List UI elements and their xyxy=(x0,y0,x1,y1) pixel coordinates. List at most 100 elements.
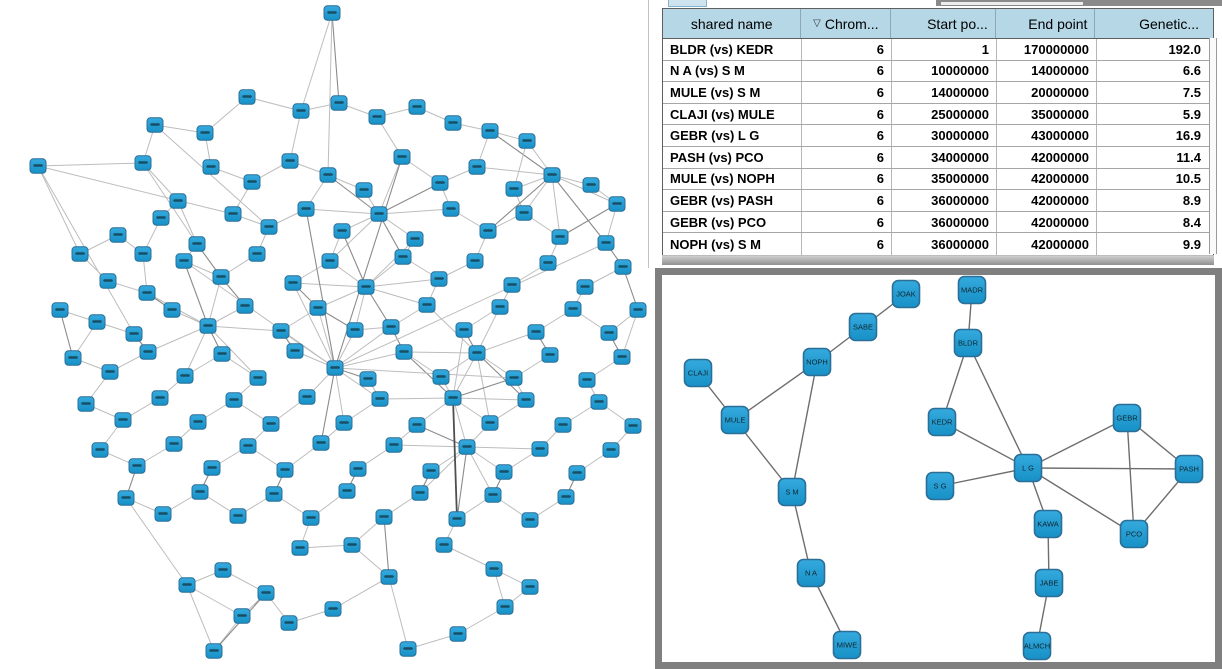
network-node[interactable] xyxy=(146,117,164,133)
network-node[interactable] xyxy=(330,95,348,111)
network-node-ALMCH[interactable]: ALMCH xyxy=(1022,631,1052,661)
table-cell[interactable]: MULE (vs) NOPH xyxy=(663,168,802,190)
network-node[interactable] xyxy=(265,486,283,502)
table-row[interactable]: BLDR (vs) KEDR 6 1 170000000 192.0 xyxy=(663,39,1213,61)
network-node[interactable] xyxy=(335,415,353,431)
network-node[interactable] xyxy=(272,323,290,339)
table-cell[interactable]: 36000000 xyxy=(892,233,997,255)
node-shape[interactable] xyxy=(1013,453,1043,483)
network-node[interactable] xyxy=(576,279,594,295)
network-node[interactable] xyxy=(101,364,119,380)
network-node[interactable] xyxy=(505,181,523,197)
network-node[interactable] xyxy=(312,435,330,451)
network-node[interactable] xyxy=(189,414,207,430)
network-node[interactable] xyxy=(448,511,466,527)
network-node[interactable] xyxy=(406,231,424,247)
table-row[interactable]: CLAJI (vs) MULE 6 25000000 35000000 5.9 xyxy=(663,103,1213,126)
network-node-CLAJI[interactable]: CLAJI xyxy=(683,358,713,388)
network-node[interactable] xyxy=(64,350,82,366)
network-node[interactable] xyxy=(554,417,572,433)
network-node[interactable] xyxy=(382,319,400,335)
network-node[interactable] xyxy=(205,643,223,659)
network-node[interactable] xyxy=(590,394,608,410)
network-node[interactable] xyxy=(238,89,256,105)
table-cell[interactable]: 6 xyxy=(802,190,892,211)
table-cell[interactable]: 6 xyxy=(802,233,892,255)
network-node-MULE[interactable]: MULE xyxy=(720,405,750,435)
node-shape[interactable] xyxy=(832,630,862,660)
network-node[interactable] xyxy=(333,223,351,239)
network-node[interactable] xyxy=(368,109,386,125)
node-shape[interactable] xyxy=(925,471,955,501)
table-cell[interactable]: 42000000 xyxy=(997,146,1097,168)
network-node[interactable] xyxy=(298,389,316,405)
network-node-JOAK[interactable]: JOAK xyxy=(891,279,921,309)
network-node[interactable] xyxy=(600,325,618,341)
table-cell[interactable]: 25000000 xyxy=(892,103,997,125)
table-cell[interactable]: 6.6 xyxy=(1182,63,1201,79)
network-node[interactable] xyxy=(496,599,514,615)
table-cell[interactable]: 35000000 xyxy=(892,168,997,190)
sort-filter-icon[interactable]: ▽ xyxy=(813,17,821,29)
network-node[interactable] xyxy=(418,297,436,313)
network-node[interactable] xyxy=(359,371,377,387)
network-node[interactable] xyxy=(151,390,169,406)
network-node[interactable] xyxy=(393,149,411,165)
table-cell[interactable]: 14000000 xyxy=(892,82,997,103)
table-cell[interactable]: 170000000 xyxy=(997,39,1097,60)
node-shape[interactable] xyxy=(1174,454,1204,484)
table-cell[interactable]: 42000000 xyxy=(997,211,1097,233)
network-node[interactable] xyxy=(163,302,181,318)
table-row[interactable]: MULE (vs) S M 6 14000000 20000000 7.5 xyxy=(663,82,1213,104)
table-cell[interactable]: 10000000 xyxy=(892,60,997,82)
table-cell[interactable]: 6 xyxy=(802,39,892,60)
node-shape[interactable] xyxy=(796,558,826,588)
node-shape[interactable] xyxy=(777,477,807,507)
table-cell[interactable]: 16.9 xyxy=(1175,128,1201,144)
network-node[interactable] xyxy=(466,253,484,269)
network-node[interactable] xyxy=(444,115,462,131)
network-node[interactable] xyxy=(521,579,539,595)
network-node[interactable] xyxy=(343,537,361,553)
table-cell[interactable]: 5.9 xyxy=(1182,106,1201,122)
network-node[interactable] xyxy=(125,326,143,342)
table-cell[interactable]: 6 xyxy=(802,125,892,146)
network-node[interactable] xyxy=(276,462,294,478)
table-cell[interactable]: 7.5 xyxy=(1182,84,1201,100)
node-shape[interactable] xyxy=(1022,631,1052,661)
table-cell[interactable]: 36000000 xyxy=(892,211,997,233)
network-node[interactable] xyxy=(455,322,473,338)
table-row[interactable]: GEBR (vs) PASH 6 36000000 42000000 8.9 xyxy=(663,190,1213,212)
network-node-PASH[interactable]: PASH xyxy=(1174,454,1204,484)
table-cell[interactable]: 6 xyxy=(802,146,892,168)
network-node[interactable] xyxy=(408,417,426,433)
network-node[interactable] xyxy=(371,391,389,407)
table-cell[interactable]: 6 xyxy=(802,82,892,103)
node-shape[interactable] xyxy=(848,312,878,342)
network-node[interactable] xyxy=(449,626,467,642)
network-node[interactable] xyxy=(175,253,193,269)
table-cell[interactable]: 42000000 xyxy=(997,190,1097,211)
column-header-endpoint[interactable]: End point xyxy=(996,9,1096,38)
network-node[interactable] xyxy=(152,210,170,226)
table-cell[interactable]: 35000000 xyxy=(997,103,1097,125)
network-node[interactable] xyxy=(432,369,450,385)
network-node[interactable] xyxy=(309,300,327,316)
network-node[interactable] xyxy=(165,436,183,452)
network-node[interactable] xyxy=(564,301,582,317)
network-node[interactable] xyxy=(117,490,135,506)
network-node[interactable] xyxy=(88,314,106,330)
network-node[interactable] xyxy=(291,540,309,556)
node-shape[interactable] xyxy=(953,328,983,358)
table-cell[interactable]: 42000000 xyxy=(997,168,1097,190)
network-node[interactable] xyxy=(99,273,117,289)
network-node[interactable] xyxy=(444,390,462,406)
network-node[interactable] xyxy=(531,441,549,457)
network-node[interactable] xyxy=(518,133,536,149)
table-cell[interactable]: 192.0 xyxy=(1168,41,1201,57)
network-node[interactable] xyxy=(517,392,535,408)
network-node[interactable] xyxy=(468,159,486,175)
network-node[interactable] xyxy=(229,508,247,524)
network-node[interactable] xyxy=(349,461,367,477)
network-node[interactable] xyxy=(214,562,232,578)
